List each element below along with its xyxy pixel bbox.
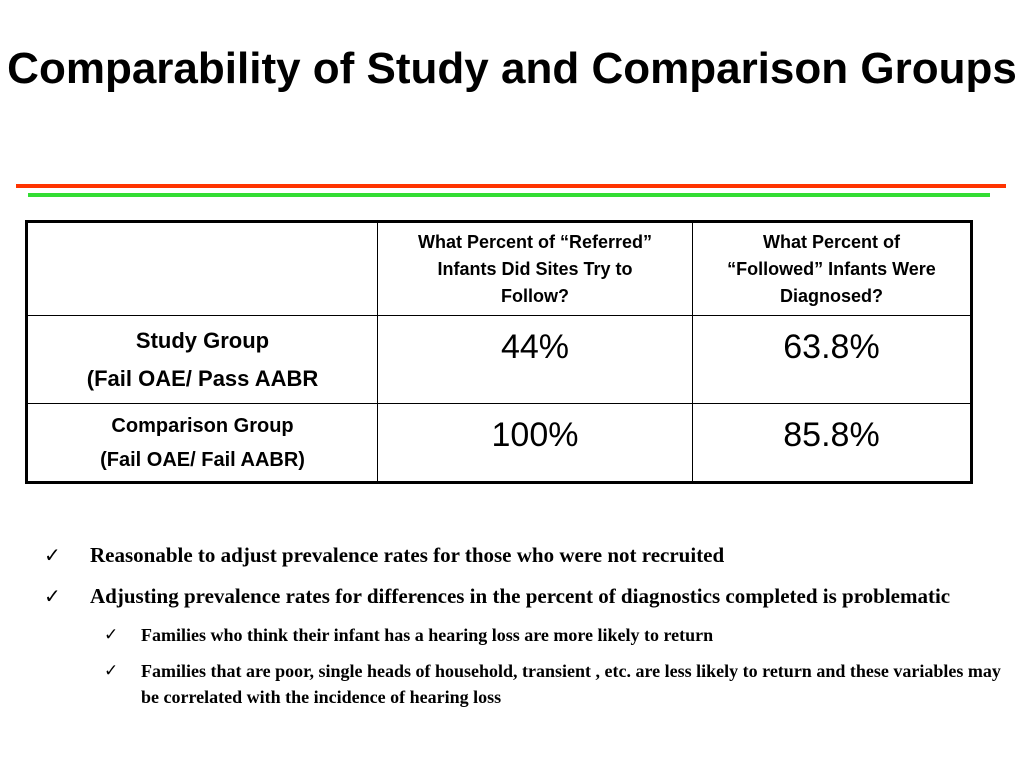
bullet-item: ✓ Adjusting prevalence rates for differe… bbox=[44, 581, 1004, 612]
checkmark-icon: ✓ bbox=[44, 543, 61, 567]
bullet-text: Adjusting prevalence rates for differenc… bbox=[90, 584, 951, 608]
subbullet-text: Families that are poor, single heads of … bbox=[141, 661, 1001, 707]
bullet-text: Reasonable to adjust prevalence rates fo… bbox=[90, 543, 725, 567]
subbullet-item: ✓ Families who think their infant has a … bbox=[44, 622, 1004, 648]
bullet-list: ✓ Reasonable to adjust prevalence rates … bbox=[44, 540, 1004, 720]
slide-title: Comparability of Study and Comparison Gr… bbox=[7, 44, 1017, 93]
comparison-table: What Percent of “Referred” Infants Did S… bbox=[25, 220, 973, 484]
row-label-comparison-group: Comparison Group (Fail OAE/ Fail AABR) bbox=[25, 403, 379, 483]
bullet-item: ✓ Reasonable to adjust prevalence rates … bbox=[44, 540, 1004, 571]
cell-study-followed: 63.8% bbox=[691, 315, 973, 404]
cell-study-referred: 44% bbox=[377, 315, 693, 404]
header-cell-followed: What Percent of “Followed” Infants Were … bbox=[691, 221, 973, 316]
header-text-referred: What Percent of “Referred” Infants Did S… bbox=[417, 231, 653, 306]
divider-red bbox=[16, 184, 1006, 188]
table-row: Study Group (Fail OAE/ Pass AABR 44% 63.… bbox=[25, 315, 973, 404]
table-header-row: What Percent of “Referred” Infants Did S… bbox=[25, 221, 973, 316]
table-row: Comparison Group (Fail OAE/ Fail AABR) 1… bbox=[25, 403, 973, 483]
row-label-line1: Comparison Group bbox=[111, 414, 294, 437]
subbullet-item: ✓ Families that are poor, single heads o… bbox=[44, 658, 1004, 710]
cell-comparison-referred: 100% bbox=[377, 403, 693, 483]
row-label-line1: Study Group bbox=[135, 327, 270, 353]
header-cell-empty bbox=[25, 221, 379, 316]
header-cell-referred: What Percent of “Referred” Infants Did S… bbox=[377, 221, 693, 316]
checkmark-icon: ✓ bbox=[44, 584, 61, 608]
row-label-study-group: Study Group (Fail OAE/ Pass AABR bbox=[25, 315, 379, 404]
row-label-line2: (Fail OAE/ Fail AABR) bbox=[100, 448, 305, 471]
divider-green bbox=[28, 193, 990, 197]
checkmark-icon: ✓ bbox=[104, 661, 119, 681]
cell-comparison-followed: 85.8% bbox=[691, 403, 973, 483]
header-text-followed: What Percent of “Followed” Infants Were … bbox=[727, 231, 936, 306]
row-label-line2: (Fail OAE/ Pass AABR bbox=[86, 365, 319, 391]
checkmark-icon: ✓ bbox=[104, 625, 119, 645]
subbullet-text: Families who think their infant has a he… bbox=[141, 625, 714, 645]
